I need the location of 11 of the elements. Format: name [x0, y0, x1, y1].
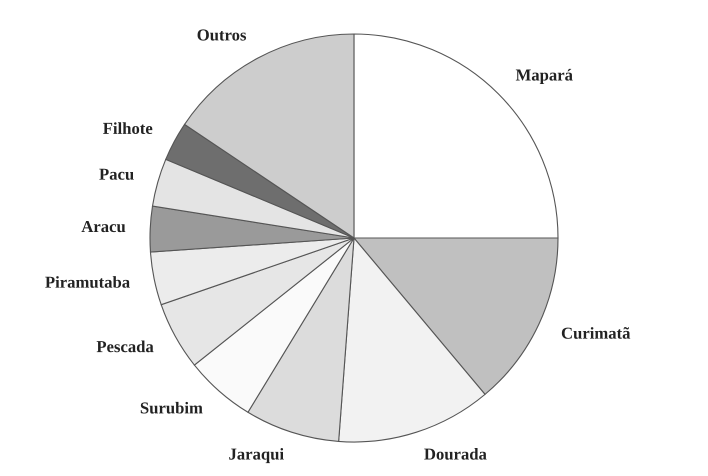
slice-label: Aracu — [81, 220, 126, 232]
slice-label: Outros — [198, 29, 246, 41]
slice-label: Surubim — [140, 402, 203, 414]
slice-label: Mapará — [516, 68, 573, 84]
slice-label: Piramutaba — [45, 276, 130, 288]
slice-label: Curimatã — [562, 327, 630, 339]
slice-label: Dourada — [424, 448, 487, 460]
slice-label: Pescada — [96, 340, 154, 352]
slice-label: Jaraqui — [229, 448, 284, 464]
slice-label: Filhote — [103, 122, 152, 134]
slice-label: Pacu — [99, 168, 134, 180]
